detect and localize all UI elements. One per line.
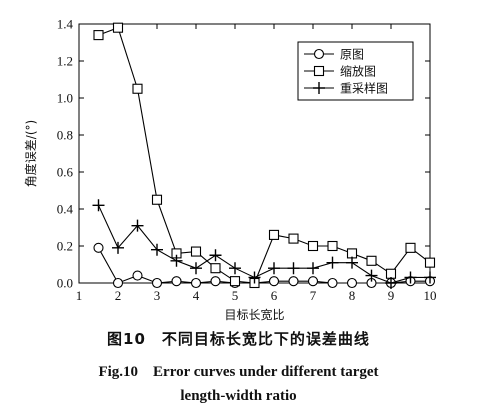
y-axis-title: 角度误差/(°) bbox=[23, 120, 38, 187]
circle-point bbox=[328, 279, 337, 288]
plus-point bbox=[151, 244, 163, 256]
series-circle bbox=[94, 243, 435, 287]
y-tick-label: 0.2 bbox=[57, 239, 73, 254]
x-tick-label: 1 bbox=[76, 288, 83, 303]
plus-point bbox=[307, 262, 319, 274]
square-point bbox=[348, 249, 357, 258]
x-tick-label: 3 bbox=[154, 288, 161, 303]
y-tick-label: 1.0 bbox=[57, 91, 73, 106]
legend-square-marker bbox=[315, 67, 324, 76]
plus-point bbox=[268, 262, 280, 274]
x-axis-title: 目标长宽比 bbox=[224, 307, 284, 322]
square-point bbox=[114, 23, 123, 32]
plus-point bbox=[210, 249, 222, 261]
x-tick-label: 7 bbox=[310, 288, 317, 303]
y-tick-label: 0.0 bbox=[57, 276, 73, 291]
circle-point bbox=[309, 277, 318, 286]
x-tick-label: 8 bbox=[349, 288, 356, 303]
x-tick-label: 2 bbox=[115, 288, 122, 303]
plus-point bbox=[288, 262, 300, 274]
circle-point bbox=[114, 279, 123, 288]
square-point bbox=[406, 243, 415, 252]
legend-label: 重采样图 bbox=[340, 81, 388, 96]
legend-label: 原图 bbox=[340, 48, 364, 62]
plus-point bbox=[327, 257, 339, 269]
series-plus bbox=[93, 199, 437, 289]
square-point bbox=[133, 84, 142, 93]
circle-point bbox=[211, 277, 220, 286]
circle-point bbox=[348, 279, 357, 288]
y-tick-label: 1.4 bbox=[57, 17, 74, 32]
y-tick-label: 0.4 bbox=[57, 202, 74, 217]
square-point bbox=[153, 195, 162, 204]
caption-english-line1: Fig.10 Error curves under different targ… bbox=[0, 360, 477, 381]
plus-point bbox=[366, 270, 378, 282]
square-point bbox=[309, 242, 318, 251]
square-point bbox=[426, 258, 435, 267]
square-point bbox=[367, 256, 376, 265]
square-point bbox=[328, 242, 337, 251]
plus-point bbox=[93, 199, 105, 211]
legend-circle-marker bbox=[315, 50, 324, 59]
circle-point bbox=[270, 277, 279, 286]
error-curve-chart: 1 2 3 4 5 6 7 8 9 10 0.0 0.2 0.4 0.6 0.8 1.0 1.2 1.4 原图缩放… bbox=[0, 0, 477, 330]
circle-point bbox=[289, 277, 298, 286]
circle-point bbox=[133, 271, 142, 280]
circle-point bbox=[153, 279, 162, 288]
y-tick-label: 0.8 bbox=[57, 128, 73, 143]
plus-point bbox=[229, 262, 241, 274]
y-tick-label: 1.2 bbox=[57, 54, 73, 69]
plus-point bbox=[190, 262, 202, 274]
square-point bbox=[211, 264, 220, 273]
square-point bbox=[231, 277, 240, 286]
square-point bbox=[94, 31, 103, 40]
circle-point bbox=[192, 279, 201, 288]
square-point bbox=[192, 247, 201, 256]
square-point bbox=[270, 230, 279, 239]
square-point bbox=[289, 234, 298, 243]
x-tick-label: 10 bbox=[424, 288, 437, 303]
square-point bbox=[387, 269, 396, 278]
caption-chinese: 图10 不同目标长宽比下的误差曲线 bbox=[0, 328, 477, 349]
circle-point bbox=[172, 277, 181, 286]
legend-label: 缩放图 bbox=[340, 64, 376, 79]
x-tick-label: 4 bbox=[193, 288, 200, 303]
y-tick-label: 0.6 bbox=[57, 165, 74, 180]
series-line bbox=[99, 248, 431, 283]
x-tick-label: 6 bbox=[271, 288, 278, 303]
caption-english-line2: length-width ratio bbox=[0, 388, 477, 405]
circle-point bbox=[94, 243, 103, 252]
x-tick-label: 5 bbox=[232, 288, 239, 303]
x-tick-label: 9 bbox=[388, 288, 395, 303]
series-line bbox=[99, 205, 431, 283]
